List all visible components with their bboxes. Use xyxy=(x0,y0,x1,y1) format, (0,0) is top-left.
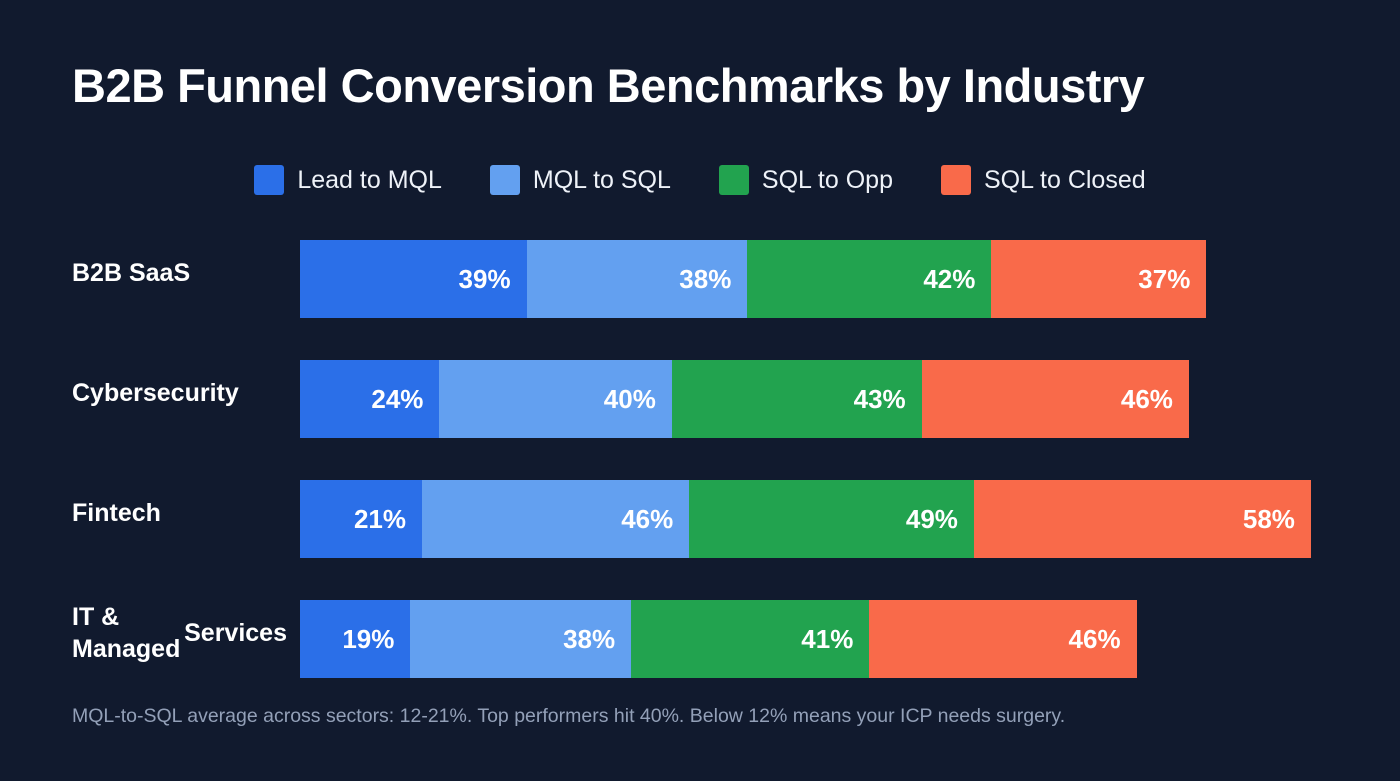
stacked-bar: 19% 38% 41% 46% xyxy=(300,600,1137,678)
legend-item[interactable]: SQL to Opp xyxy=(718,165,893,195)
chart-row: IT & Managed Services 19% 38% 41% 46% xyxy=(0,588,1400,698)
bar-segment-value: 38% xyxy=(679,263,732,294)
row-category-line: B2B SaaS xyxy=(72,259,191,287)
legend-item[interactable]: Lead to MQL xyxy=(254,165,442,195)
row-category-label: IT & Managed Services xyxy=(72,588,287,678)
legend-item[interactable]: MQL to SQL xyxy=(489,165,671,195)
bar-segment[interactable]: 58% xyxy=(973,480,1311,558)
bar-segment-value: 39% xyxy=(458,263,511,294)
bar-segment[interactable]: 46% xyxy=(921,360,1189,438)
bar-segment[interactable]: 40% xyxy=(439,360,672,438)
chart-legend: Lead to MQL MQL to SQL SQL to Opp SQL to Cl… xyxy=(0,165,1400,195)
bar-segment[interactable]: 49% xyxy=(689,480,974,558)
row-category-line: Services xyxy=(184,619,287,647)
row-category-line: IT & Managed xyxy=(72,603,181,663)
bar-segment-value: 46% xyxy=(1068,623,1121,654)
row-category-line: Fintech xyxy=(72,499,161,527)
bar-segment[interactable]: 43% xyxy=(671,360,922,438)
bar-segment[interactable]: 38% xyxy=(526,240,748,318)
legend-swatch-icon xyxy=(718,165,749,195)
bar-segment[interactable]: 42% xyxy=(747,240,992,318)
legend-item-label: SQL to Opp xyxy=(761,165,893,194)
row-category-label: Cybersecurity xyxy=(72,348,287,438)
chart-row: B2B SaaS 39% 38% 42% 37% xyxy=(0,228,1400,348)
bar-segment-value: 43% xyxy=(853,383,906,414)
bar-segment[interactable]: 41% xyxy=(631,600,870,678)
bar-segment[interactable]: 38% xyxy=(410,600,632,678)
legend-swatch-icon xyxy=(489,165,520,195)
bar-segment[interactable]: 24% xyxy=(300,360,440,438)
stacked-bar: 39% 38% 42% 37% xyxy=(300,240,1207,318)
bar-segment-value: 21% xyxy=(353,503,406,534)
bar-segment[interactable]: 37% xyxy=(991,240,1207,318)
bar-segment-value: 37% xyxy=(1138,263,1191,294)
row-category-line: Cybersecurity xyxy=(72,379,239,407)
row-category-label: Fintech xyxy=(72,468,287,558)
legend-item[interactable]: SQL to Closed xyxy=(940,165,1146,195)
legend-swatch-icon xyxy=(940,165,971,195)
bar-segment[interactable]: 21% xyxy=(300,480,422,558)
chart-footnote: MQL-to-SQL average across sectors: 12-21… xyxy=(72,705,1066,727)
bar-segment-value: 42% xyxy=(923,263,976,294)
chart-rows: B2B SaaS 39% 38% 42% 37% Cybersecurity 24% 40% 4… xyxy=(0,228,1400,698)
chart-row: Cybersecurity 24% 40% 43% 46% xyxy=(0,348,1400,468)
legend-item-label: SQL to Closed xyxy=(983,165,1146,194)
bar-segment-value: 46% xyxy=(1120,383,1173,414)
bar-segment[interactable]: 19% xyxy=(300,600,411,678)
chart-row: Fintech 21% 46% 49% 58% xyxy=(0,468,1400,588)
bar-segment[interactable]: 39% xyxy=(300,240,527,318)
stacked-bar: 24% 40% 43% 46% xyxy=(300,360,1189,438)
stacked-bar: 21% 46% 49% 58% xyxy=(300,480,1311,558)
bar-segment-value: 19% xyxy=(342,623,395,654)
legend-swatch-icon xyxy=(254,165,285,195)
bar-segment-value: 38% xyxy=(563,623,616,654)
bar-segment-value: 24% xyxy=(371,383,424,414)
page-title: B2B Funnel Conversion Benchmarks by Indu… xyxy=(72,59,1145,112)
bar-segment-value: 49% xyxy=(905,503,958,534)
bar-segment-value: 41% xyxy=(801,623,854,654)
legend-item-label: Lead to MQL xyxy=(297,165,442,194)
bar-segment-value: 46% xyxy=(621,503,674,534)
bar-segment-value: 58% xyxy=(1242,503,1295,534)
legend-item-label: MQL to SQL xyxy=(532,165,671,194)
row-category-label: B2B SaaS xyxy=(72,228,287,318)
bar-segment-value: 40% xyxy=(603,383,656,414)
bar-segment[interactable]: 46% xyxy=(422,480,690,558)
bar-segment[interactable]: 46% xyxy=(869,600,1137,678)
